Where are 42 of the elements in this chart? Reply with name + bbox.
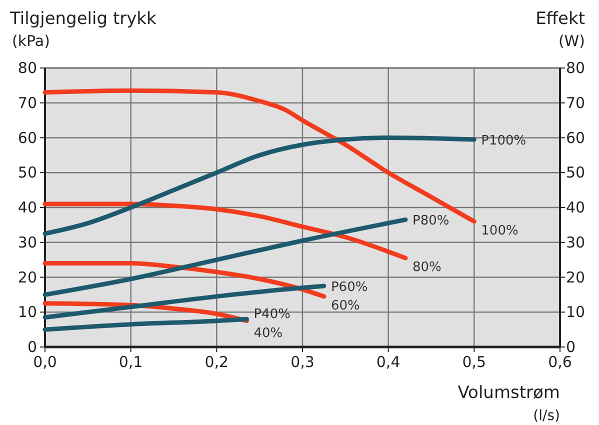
- x-tick-label: 0,6: [548, 353, 572, 371]
- y2-tick-label: 50: [566, 164, 586, 182]
- series-label: P100%: [481, 133, 526, 148]
- x-tick-label: 0,0: [33, 353, 57, 371]
- y-tick-label: 40: [18, 198, 37, 216]
- y2-tick-label: 60: [566, 128, 586, 147]
- y-tick-label: 20: [18, 268, 37, 286]
- y2-tick-label: 30: [566, 233, 586, 252]
- y2-axis-title: Effekt (W): [536, 9, 586, 50]
- line-series: [42, 217, 408, 297]
- series-label: 60%: [330, 298, 360, 314]
- y2-tick-label: 0: [566, 338, 576, 356]
- x-tick-label: 0,2: [204, 353, 229, 371]
- y2-tick-label: 10: [566, 303, 586, 322]
- y-tick-label: 70: [18, 94, 37, 112]
- series-label: P80%: [412, 214, 450, 229]
- series-label: 100%: [481, 223, 518, 238]
- line-series: [42, 202, 408, 260]
- line-series: [42, 261, 326, 299]
- series-label: P60%: [330, 280, 368, 295]
- y2-tick-label: 20: [566, 268, 586, 286]
- line-series: [42, 284, 326, 320]
- line-series: [42, 316, 249, 332]
- y-tick-label: 30: [18, 233, 37, 252]
- y-tick-label: 80: [18, 59, 37, 77]
- x-axis-title: Volumstrøm (l/s): [458, 383, 560, 424]
- y-tick-label: 0: [27, 338, 37, 356]
- series-label: 80%: [412, 260, 442, 276]
- y2-tick-label: 70: [566, 94, 586, 112]
- y-tick-label: 50: [18, 164, 37, 182]
- x-tick-label: 0,3: [290, 353, 314, 371]
- y-axis-title: Tilgjengelig trykk (kPa): [9, 9, 157, 50]
- line-series: [42, 136, 476, 236]
- x-tick-label: 0,5: [462, 353, 486, 371]
- x-tick-label: 0,1: [118, 353, 143, 371]
- line-series: [42, 88, 476, 224]
- y-tick-label: 60: [18, 128, 37, 147]
- x-tick-label: 0,4: [376, 353, 400, 371]
- series-label: 40%: [254, 326, 283, 341]
- y2-tick-label: 80: [566, 59, 586, 77]
- y-tick-label: 10: [18, 303, 37, 322]
- y2-tick-label: 40: [566, 198, 586, 216]
